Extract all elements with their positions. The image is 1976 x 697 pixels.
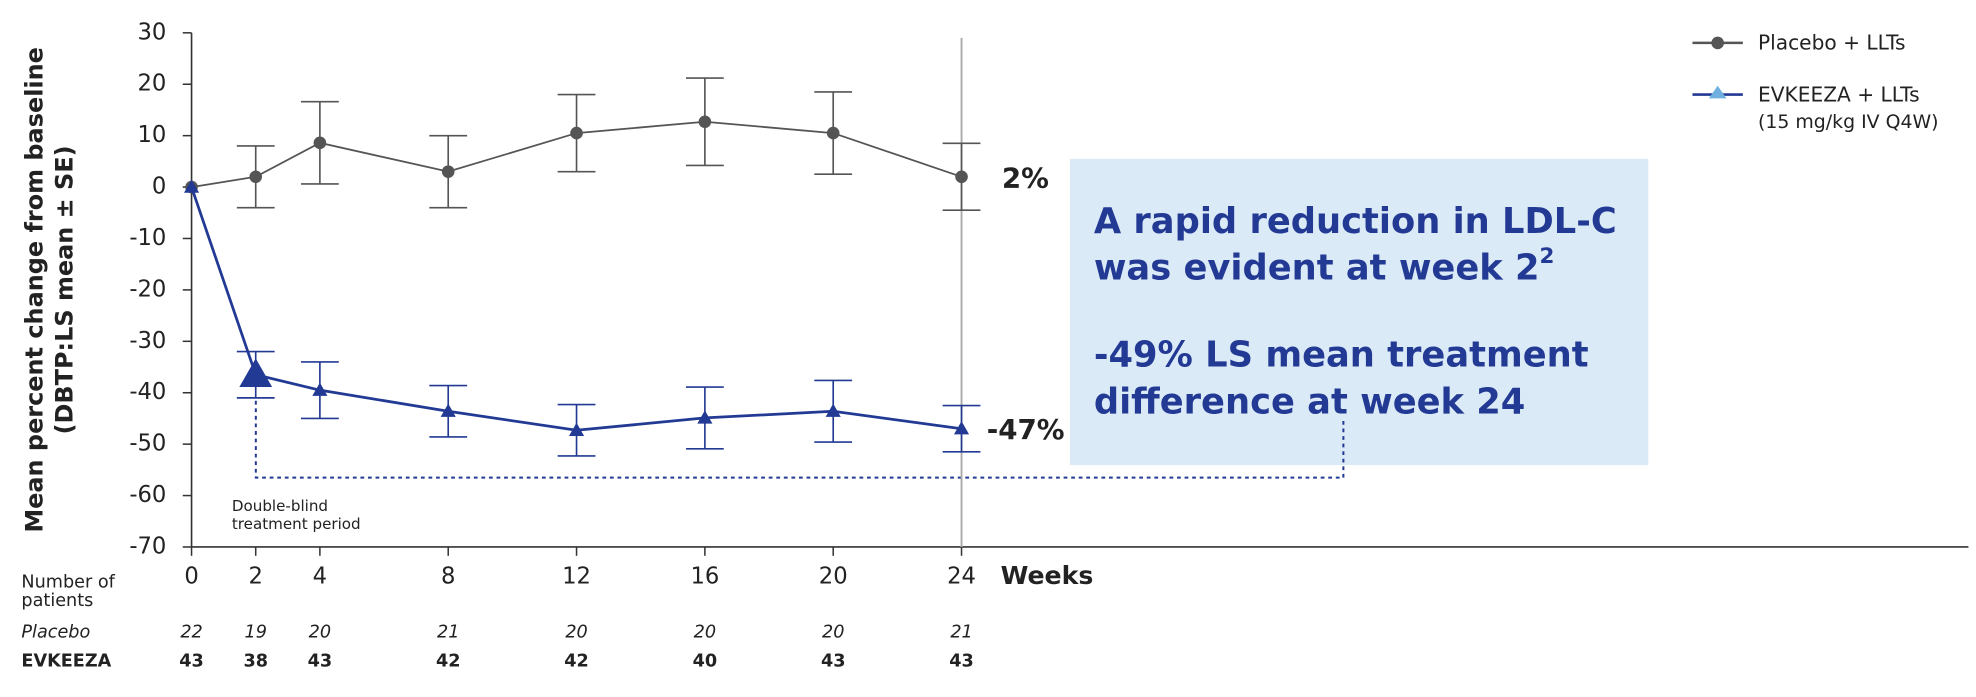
legend-label: EVKEEZA + LLTs [1758, 82, 1920, 106]
y-tick-label: -10 [129, 225, 166, 251]
legend-note: (15 mg/kg IV Q4W) [1758, 111, 1939, 133]
table-cell: 38 [243, 652, 268, 672]
point [183, 179, 200, 193]
table-cell: 21 [950, 623, 972, 643]
callout-text: A rapid reduction in LDL-C [1094, 201, 1617, 242]
callout-line: was evident at week 2 [1094, 248, 1540, 289]
table-cell: 20 [694, 623, 716, 643]
x-tick-label: 2 [248, 564, 262, 590]
table-cell: 22 [180, 623, 202, 643]
x-tick-label: 4 [313, 564, 327, 590]
callout-line: difference at week 24 [1094, 381, 1526, 422]
callout-text: -49% LS mean treatment [1094, 335, 1589, 376]
value-label: -47% [987, 413, 1065, 446]
point [953, 421, 970, 435]
point [570, 126, 583, 140]
y-tick-label: -60 [129, 482, 166, 508]
point [440, 403, 456, 417]
callout-line: A rapid reduction in LDL-C [1094, 201, 1617, 242]
x-tick-label: 12 [562, 564, 591, 590]
point [249, 170, 263, 184]
table-cell: 43 [308, 652, 333, 672]
table-cell: 43 [179, 652, 204, 672]
point [313, 136, 327, 150]
callout-text: was evident at week 22 [1094, 244, 1555, 289]
point [825, 403, 841, 417]
point [239, 358, 273, 388]
point [955, 170, 968, 184]
table-row-label: Placebo [21, 623, 90, 643]
x-tick-label: 16 [690, 564, 719, 590]
table-cell: 21 [437, 623, 459, 643]
y-axis-label: (DBTP:LS mean ± SE) [51, 145, 79, 434]
point [698, 115, 712, 129]
x-tick-label: 0 [184, 564, 198, 590]
legend-marker [1711, 36, 1724, 50]
period-label: treatment period [232, 515, 361, 533]
point [441, 165, 455, 178]
point [568, 422, 585, 436]
x-axis-label: Weeks [1001, 561, 1094, 590]
y-tick-label: 0 [152, 174, 166, 200]
y-tick-label: -70 [129, 533, 166, 559]
y-tick-label: -40 [129, 379, 166, 405]
y-tick-label: -50 [129, 431, 166, 457]
y-tick-label: 10 [137, 122, 166, 148]
y-tick-label: -20 [129, 276, 166, 302]
point [312, 382, 328, 396]
table-cell: 42 [436, 652, 461, 672]
table-title: patients [21, 591, 93, 611]
table-row-label: EVKEEZA [21, 652, 111, 672]
table-cell: 20 [565, 623, 587, 643]
table-cell: 20 [309, 623, 331, 643]
table-cell: 19 [244, 623, 266, 643]
point [697, 410, 713, 424]
period-label: Double-blind [232, 497, 328, 515]
callout-box [1069, 158, 1649, 466]
y-tick-label: 20 [137, 71, 166, 97]
callout-line: -49% LS mean treatment [1094, 335, 1589, 376]
series-line [190, 186, 962, 432]
callout-text: difference at week 24 [1094, 381, 1526, 422]
x-tick-label: 24 [947, 564, 976, 590]
y-tick-label: 30 [137, 19, 166, 45]
legend-marker [1708, 85, 1727, 99]
table-cell: 40 [693, 652, 718, 672]
value-label: 2% [1002, 161, 1049, 194]
y-tick-label: -30 [129, 328, 166, 354]
table-cell: 42 [564, 652, 589, 672]
callout-sup: 2 [1540, 244, 1555, 269]
bracket [254, 400, 1345, 479]
table-cell: 43 [821, 652, 846, 672]
x-tick-label: 20 [819, 564, 848, 590]
table-title: Number of [21, 572, 115, 592]
series-line [191, 120, 962, 188]
table-cell: 20 [822, 623, 844, 643]
point [826, 126, 840, 140]
table-cell: 43 [949, 652, 974, 672]
x-tick-label: 8 [441, 564, 455, 590]
legend-label: Placebo + LLTs [1758, 31, 1906, 55]
y-axis-label: Mean percent change from baseline [20, 47, 48, 533]
